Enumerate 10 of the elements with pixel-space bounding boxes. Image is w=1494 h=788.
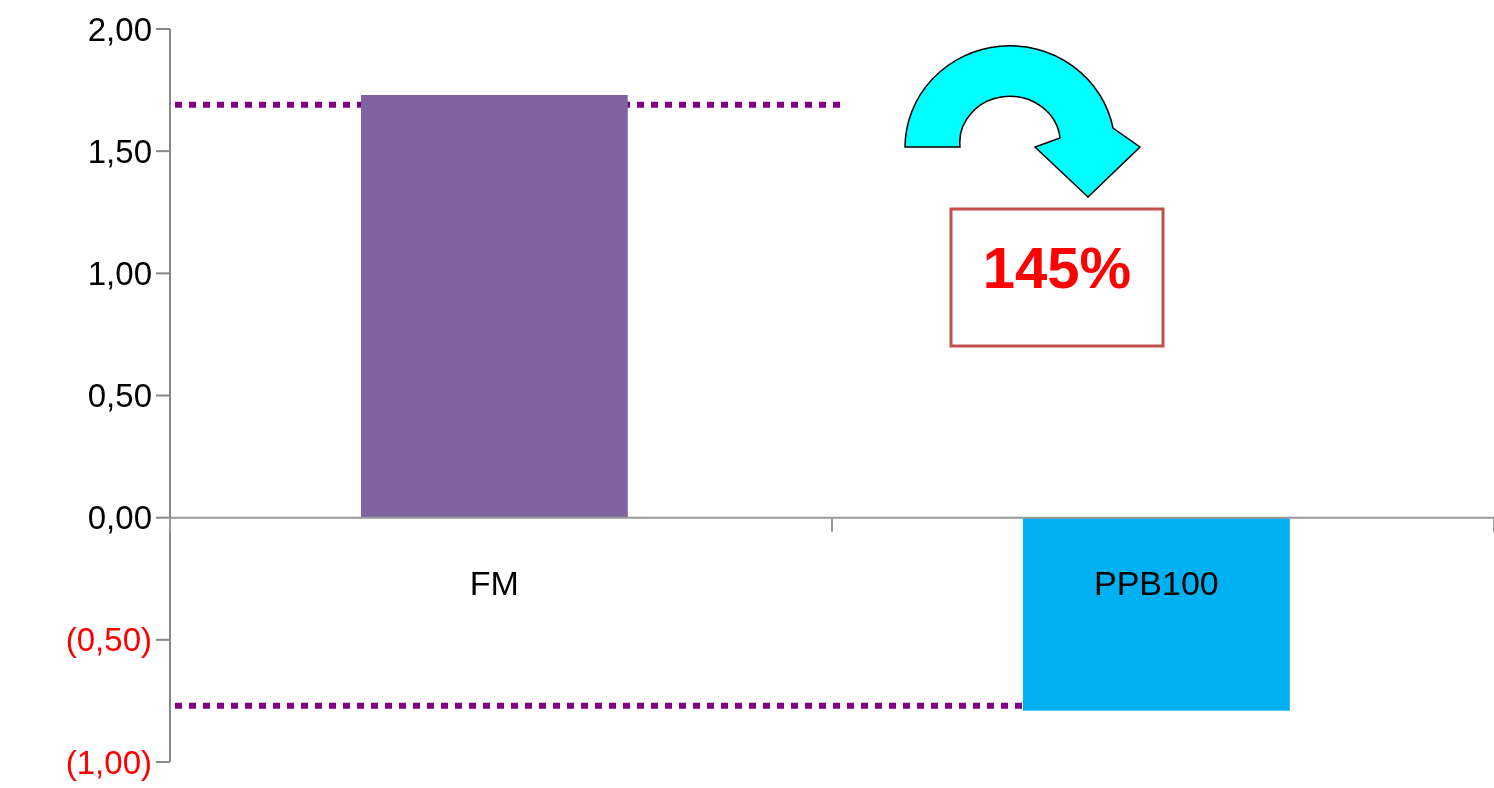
x-tick-label: PPB100 [1094,563,1219,602]
y-tick-label: 1,50 [87,132,152,170]
y-tick-label: 2,00 [87,10,152,48]
annotation: 145% [982,235,1132,301]
y-tick-label: 0,00 [87,499,152,537]
y-tick-label: (0,50) [65,621,152,659]
x-tick-label: FM [469,563,519,602]
y-tick-label: 0,50 [87,377,152,415]
y-tick-label: 1,00 [87,254,152,292]
y-tick-label: (1,00) [65,743,152,781]
